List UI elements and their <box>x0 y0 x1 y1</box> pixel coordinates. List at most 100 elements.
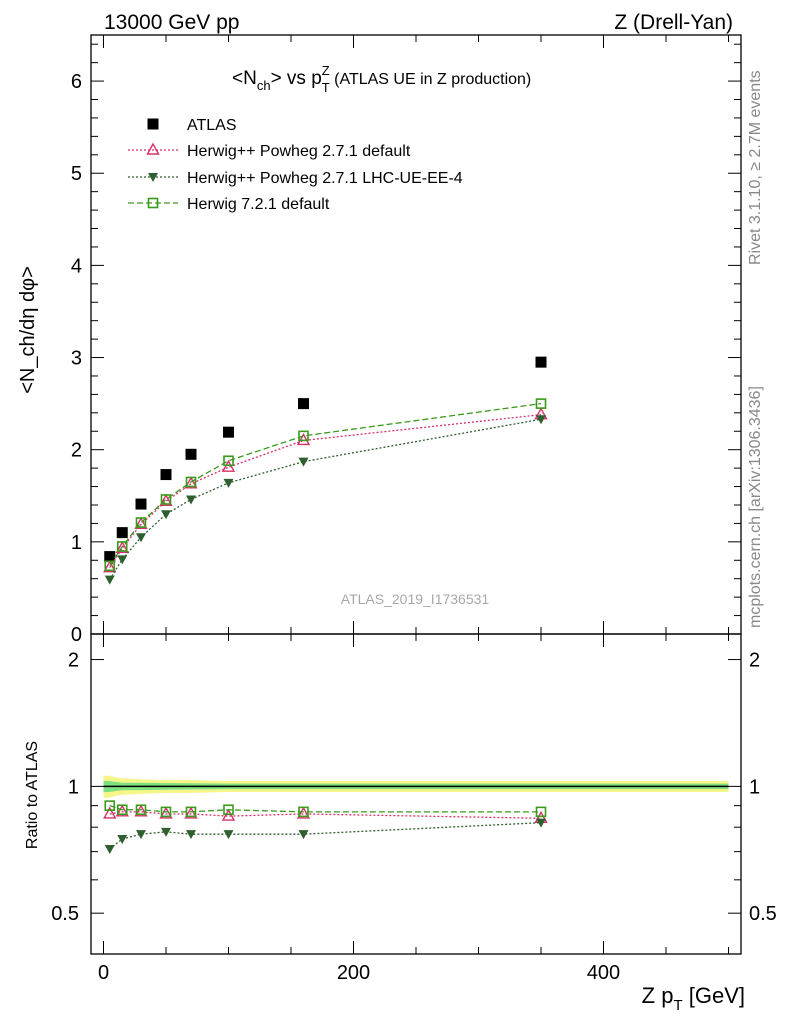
main-point-powheg_lhc <box>186 495 196 505</box>
title-mid: > vs p <box>271 68 322 89</box>
main-y-tick-label: 6 <box>71 71 82 93</box>
x-tick-label: 0 <box>98 962 109 984</box>
ratio-point-herwig721 <box>160 806 172 818</box>
legend-marker-herwig721 <box>147 197 159 209</box>
main-point-powheg_lhc <box>104 575 115 585</box>
main-title: <Nch> vs pTZ (ATLAS UE in Z production) <box>232 63 531 95</box>
xlabel-pre: Z p <box>642 983 674 1008</box>
main-y-tick-label: 2 <box>71 440 82 462</box>
main-point-herwig721 <box>104 560 116 572</box>
main-point-atlas <box>185 448 197 460</box>
ratio-point-herwig721 <box>298 806 309 818</box>
main-point-herwig721 <box>135 517 147 528</box>
header-left: 13000 GeV pp <box>104 11 239 34</box>
ratio-panel: 0.5 0.5 1 1 2 2 0 200 400 <box>51 633 777 984</box>
main-point-herwig721 <box>298 430 309 442</box>
main-point-powheg_lhc <box>136 533 146 543</box>
ratio-y-tick-label-right: 0.5 <box>749 903 777 925</box>
main-point-herwig721 <box>160 494 172 505</box>
main-point-powheg_lhc <box>223 478 234 488</box>
legend-marker-powheg_default <box>146 142 160 155</box>
ratio-point-powheg_lhc <box>161 827 171 837</box>
main-point-atlas <box>298 398 309 410</box>
ratio-y-tick-label-right: 1 <box>749 776 760 798</box>
ratio-point-powheg_lhc <box>223 830 234 840</box>
ratio-y-tick-label: 1 <box>68 776 79 798</box>
ratio-point-herwig721 <box>223 804 234 816</box>
main-series-line-powheg_lhc <box>109 418 542 580</box>
main-series-line-herwig721 <box>109 402 542 567</box>
main-data-layer <box>103 356 548 585</box>
main-ylabel: <N_ch/dη dφ> <box>17 266 39 394</box>
title-sub1: ch <box>257 78 271 93</box>
main-point-powheg_lhc <box>298 457 309 467</box>
xlabel-post: [GeV] <box>683 983 745 1008</box>
side-text-bottom: mcplots.cern.ch [arXiv:1306.3436] <box>747 386 764 628</box>
main-point-powheg_default <box>134 516 148 530</box>
main-y-tick-label: 5 <box>71 163 82 185</box>
main-series-line-powheg_default <box>109 414 542 569</box>
legend: ATLAS Herwig++ Powheg 2.7.1 default Herwig… <box>128 117 463 213</box>
ratio-point-powheg_default <box>159 806 173 819</box>
main-point-herwig721 <box>185 476 197 488</box>
ratio-point-powheg_default <box>103 806 117 819</box>
ratio-uncertainty-band <box>103 775 729 798</box>
ratio-point-herwig721 <box>104 800 116 811</box>
main-point-atlas <box>104 551 116 563</box>
xlabel-sub: T <box>673 997 682 1014</box>
ratio-point-herwig721 <box>535 806 547 818</box>
main-point-powheg_default <box>103 560 117 573</box>
ratio-y-tick-label-right: 2 <box>749 650 760 672</box>
header-right: Z (Drell-Yan) <box>614 11 733 34</box>
main-point-atlas <box>535 356 547 368</box>
ratio-point-powheg_lhc <box>104 845 115 855</box>
ratio-point-herwig721 <box>116 804 128 816</box>
main-point-powheg_lhc <box>536 415 546 425</box>
legend-marker-powheg_lhc <box>148 173 158 182</box>
ratio-y-tick-label: 0.5 <box>51 903 79 925</box>
ratio-ylabel: Ratio to ATLAS <box>24 741 41 849</box>
ratio-y-tick-label: 2 <box>68 650 79 672</box>
main-y-tick-label: 3 <box>71 348 82 370</box>
legend-label-atlas: ATLAS <box>187 117 237 134</box>
ratio-point-powheg_default <box>296 806 311 819</box>
main-point-herwig721 <box>223 455 234 467</box>
ratio-point-powheg_default <box>221 808 236 821</box>
ratio-point-powheg_lhc <box>298 830 309 840</box>
ratio-point-powheg_default <box>184 806 198 819</box>
main-point-powheg_lhc <box>161 510 171 520</box>
ratio-data-layer <box>103 800 548 855</box>
main-point-powheg_default <box>159 493 173 506</box>
main-point-powheg_default <box>296 433 311 446</box>
main-point-powheg_lhc <box>117 555 128 565</box>
x-tick-label: 400 <box>587 962 620 984</box>
ratio-point-herwig721 <box>135 804 147 816</box>
ratio-point-herwig721 <box>185 806 197 818</box>
title-sup: Z <box>322 63 330 78</box>
ratio-point-powheg_default <box>115 804 129 817</box>
main-point-herwig721 <box>535 398 547 409</box>
analysis-watermark: ATLAS_2019_I1736531 <box>341 591 490 607</box>
ratio-series-line-powheg_lhc <box>109 822 542 850</box>
main-point-powheg_default <box>115 540 129 553</box>
ratio-series-line-powheg_default <box>109 811 542 819</box>
ratio-point-powheg_lhc <box>136 830 146 840</box>
main-panel: 0 1 2 3 4 5 6 <box>71 34 742 646</box>
ratio-point-powheg_lhc <box>536 818 546 828</box>
main-point-powheg_default <box>184 476 198 489</box>
legend-label-powheg_default: Herwig++ Powheg 2.7.1 default <box>187 143 411 160</box>
legend-label-powheg_lhc: Herwig++ Powheg 2.7.1 LHC-UE-EE-4 <box>187 170 463 187</box>
legend-marker-atlas <box>147 118 159 130</box>
main-point-atlas <box>116 527 128 539</box>
ratio-point-powheg_default <box>134 804 148 817</box>
side-text-top: Rivet 3.1.10, ≥ 2.7M events <box>747 70 764 265</box>
main-point-herwig721 <box>116 541 128 552</box>
ratio-series-line-herwig721 <box>109 805 541 813</box>
main-point-atlas <box>135 498 147 510</box>
title-post: (ATLAS UE in Z production) <box>330 71 532 88</box>
ratio-point-powheg_lhc <box>186 830 196 840</box>
legend-label-herwig721: Herwig 7.2.1 default <box>187 196 330 213</box>
main-point-powheg_default <box>221 459 236 472</box>
title-pre: <N <box>232 68 257 89</box>
